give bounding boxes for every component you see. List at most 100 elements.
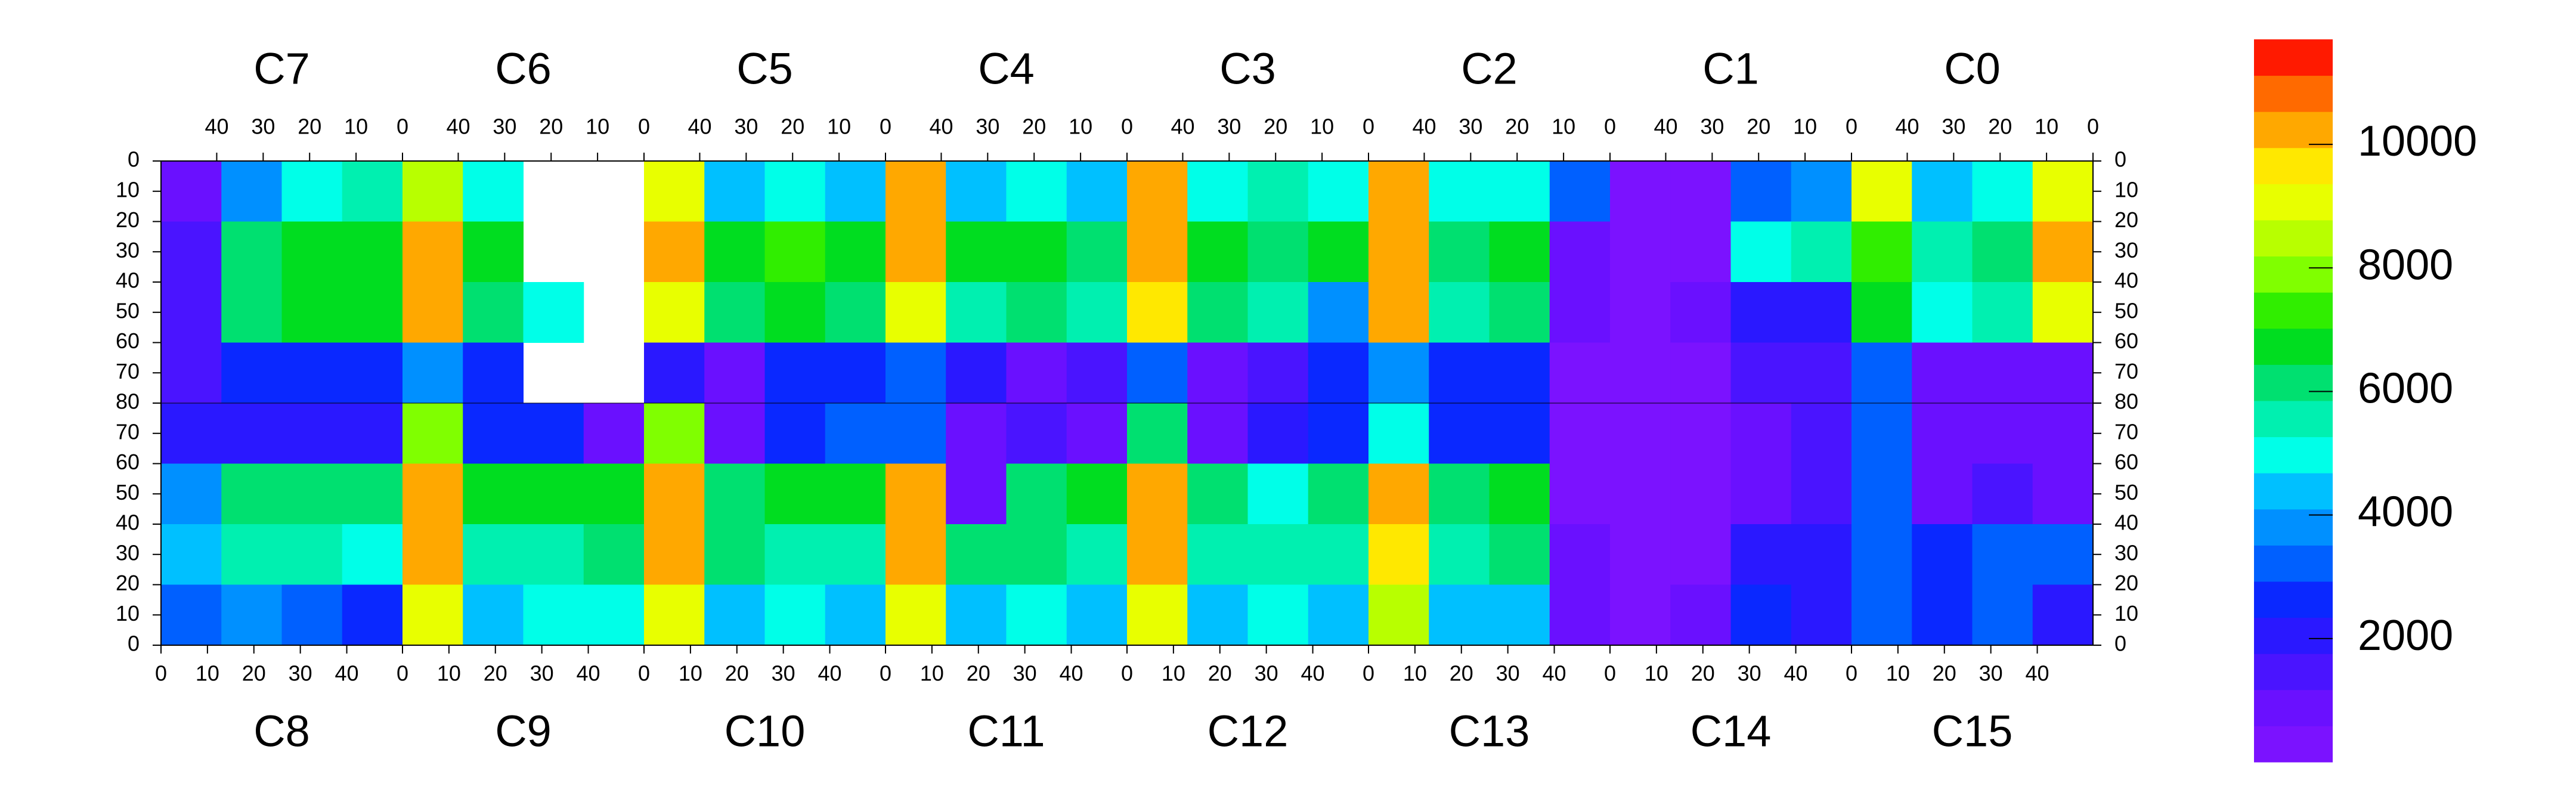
colorbar-swatch [2254, 328, 2333, 365]
colorbar-label: 6000 [2358, 364, 2453, 412]
heat-cell [161, 403, 222, 464]
heat-cell [1127, 282, 1188, 343]
heat-cell [886, 161, 946, 222]
y-tick-label: 0 [128, 631, 140, 656]
heat-cell [1730, 524, 1792, 585]
heat-cell [1127, 524, 1188, 585]
colorbar-swatch [2254, 726, 2333, 763]
colorbar-label: 10000 [2358, 117, 2477, 165]
heat-cell [1429, 282, 1490, 343]
heat-cell [1912, 403, 1973, 464]
x-tick-label: 30 [1459, 114, 1482, 139]
y-tick-label: 60 [2114, 450, 2138, 474]
x-tick-label: 0 [155, 661, 167, 686]
y-tick-label: 60 [116, 450, 140, 474]
heat-cell [1791, 524, 1852, 585]
heat-cell [342, 403, 403, 464]
heat-cell [1791, 584, 1852, 646]
x-tick-label: 30 [1738, 661, 1761, 686]
heat-cell [1852, 342, 1912, 404]
heat-cell [764, 161, 826, 222]
heat-cell [1429, 221, 1490, 283]
x-tick-label: 40 [1895, 114, 1919, 139]
heat-cell [1912, 221, 1973, 283]
heat-cell [1429, 403, 1490, 464]
heat-cell [1006, 463, 1067, 525]
heat-cell [1006, 524, 1067, 585]
heat-cell [463, 161, 524, 222]
y-tick-label: 10 [2114, 177, 2138, 202]
heat-cell [1429, 584, 1490, 646]
heat-cell [1006, 403, 1067, 464]
heat-cell [2032, 463, 2094, 525]
heat-cell [1549, 282, 1611, 343]
y-tick-label: 30 [116, 238, 140, 262]
heat-cell [704, 403, 765, 464]
x-tick-label: 30 [1217, 114, 1241, 139]
x-tick-label: 20 [1022, 114, 1046, 139]
heat-cell [1852, 584, 1912, 646]
heat-cell [1429, 161, 1490, 222]
heat-cell [523, 584, 584, 646]
heat-cell [1730, 161, 1792, 222]
heat-cell [1610, 161, 1671, 222]
heat-cell [161, 342, 222, 404]
heat-cell [1006, 161, 1067, 222]
colorbar-swatch [2254, 112, 2333, 148]
heat-cell [1489, 524, 1550, 585]
heat-cell [825, 463, 886, 525]
y-tick-label: 30 [116, 540, 140, 565]
heat-cell [1610, 221, 1671, 283]
heat-cell [1489, 221, 1550, 283]
heat-cell [1247, 463, 1309, 525]
colorbar-swatch [2254, 545, 2333, 582]
x-tick-label: 0 [880, 661, 891, 686]
x-tick-label: 10 [1886, 661, 1910, 686]
heat-cell [402, 221, 463, 283]
heat-cell [402, 403, 463, 464]
x-tick-label: 30 [734, 114, 758, 139]
heat-cell [402, 584, 463, 646]
heat-cell [1187, 403, 1248, 464]
heat-cell [1489, 342, 1550, 404]
heat-cell [644, 463, 705, 525]
x-tick-label: 0 [1121, 114, 1133, 139]
x-tick-label: 40 [446, 114, 470, 139]
chip-label: C15 [1932, 707, 2013, 756]
chip-label: C10 [724, 707, 806, 756]
x-tick-label: 10 [1793, 114, 1817, 139]
heat-cell [1912, 584, 1973, 646]
heat-cell [1730, 221, 1792, 283]
heat-cell [1127, 463, 1188, 525]
chip-label: C0 [1944, 44, 2001, 94]
heat-cell [1791, 403, 1852, 464]
x-tick-label: 0 [1121, 661, 1133, 686]
heat-cell [1610, 463, 1671, 525]
heat-cell [704, 524, 765, 585]
heat-cell [1006, 282, 1067, 343]
x-tick-label: 30 [1700, 114, 1724, 139]
heat-cell [1670, 342, 1731, 404]
heat-cell [1247, 282, 1309, 343]
x-tick-label: 30 [1255, 661, 1278, 686]
heat-cell [764, 282, 826, 343]
heat-cell [281, 584, 343, 646]
heat-cell [644, 221, 705, 283]
heat-cell [221, 161, 282, 222]
heat-cell [161, 161, 222, 222]
heat-cell [1066, 161, 1128, 222]
y-tick-label: 50 [116, 480, 140, 504]
heat-cell [1549, 524, 1611, 585]
heat-cell [1187, 282, 1248, 343]
heat-cell [1852, 524, 1912, 585]
heat-cell [583, 403, 645, 464]
x-tick-label: 30 [1942, 114, 1965, 139]
heat-cell [644, 524, 705, 585]
heat-cell [342, 463, 403, 525]
heat-cell [946, 342, 1007, 404]
x-tick-label: 20 [967, 661, 990, 686]
heat-cell [1549, 221, 1611, 283]
heat-cell [946, 584, 1007, 646]
x-tick-label: 40 [1784, 661, 1808, 686]
